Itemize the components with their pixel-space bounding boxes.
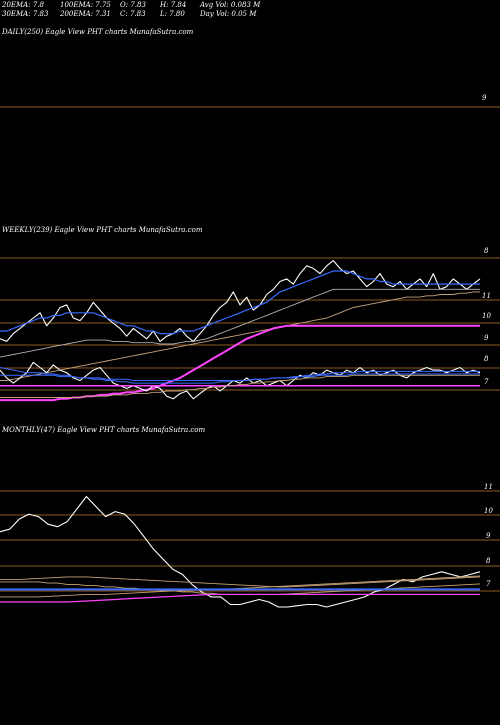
header-low: L: 7.80	[159, 10, 185, 18]
monthly-panel-title: MONTHLY(47) Eagle View PHT charts Munafa…	[1, 426, 206, 434]
weekly-price-line	[0, 260, 481, 342]
weekly-y-tick-11: 11	[482, 292, 491, 300]
header-ema200: 200EMA: 7.31	[59, 10, 111, 18]
monthly-panel: MONTHLY(47) Eagle View PHT charts Munafa…	[0, 426, 500, 608]
weekly-panel-title: WEEKLY(239) Eagle View PHT charts Munafa…	[2, 226, 203, 234]
weekly-y-tick-8: 8	[484, 355, 489, 363]
daily-panel: DAILY(250) Eagle View PHT charts MunafaS…	[0, 28, 500, 108]
monthly-ema-200-line	[0, 593, 480, 603]
weekly-panel: WEEKLY(239) Eagle View PHT charts Munafa…	[0, 226, 500, 402]
weekly-y-tick-9: 9	[484, 334, 489, 342]
weekly-ema-100-b-line	[0, 374, 480, 398]
weekly-y-tick-10: 10	[482, 312, 491, 320]
daily-y-tick-9: 9	[482, 94, 487, 102]
weekly-y-tick-7: 7	[484, 378, 489, 386]
header-avg-vol: Avg Vol: 0.083 M	[199, 1, 261, 9]
weekly-y-tick-8-top: 8	[484, 247, 489, 255]
header-readouts: 20EMA: 7.8 100EMA: 7.75 O: 7.83 H: 7.84 …	[1, 1, 261, 18]
weekly-ema-30-b-line	[0, 373, 480, 381]
monthly-y-tick-8: 8	[486, 557, 491, 565]
header-ema30: 30EMA: 7.83	[2, 10, 49, 18]
monthly-y-tick-9: 9	[486, 532, 491, 540]
monthly-y-tick-11: 11	[484, 483, 493, 491]
header-ema100: 100EMA: 7.75	[60, 1, 111, 9]
header-close: C: 7.83	[120, 10, 146, 18]
header-day-vol: Day Vol: 0.05 M	[199, 10, 257, 18]
monthly-y-tick-7: 7	[486, 580, 491, 588]
monthly-y-tick-10: 10	[484, 507, 493, 515]
header-ema20: 20EMA: 7.8	[1, 1, 45, 9]
weekly-series-group	[0, 260, 481, 402]
header-open: O: 7.83	[120, 1, 146, 9]
monthly-series-group	[0, 495, 481, 608]
weekly-ema-20-line	[0, 270, 480, 335]
monthly-ema-50-line	[0, 576, 481, 588]
weekly-ema-100-line	[0, 291, 480, 381]
daily-panel-title: DAILY(250) Eagle View PHT charts MunafaS…	[1, 28, 194, 36]
header-high: H: 7.84	[159, 1, 186, 9]
weekly-ema-30-line	[0, 288, 480, 358]
